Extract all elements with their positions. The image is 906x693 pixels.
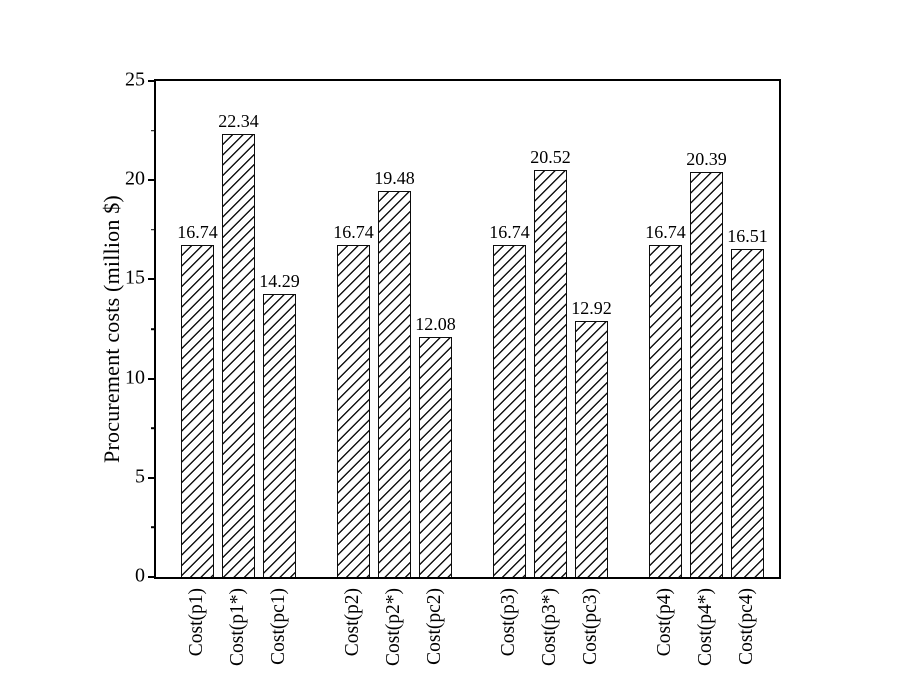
x-axis-tick-label: Cost(p3*)	[538, 588, 560, 666]
bar-value-label: 20.39	[686, 149, 727, 170]
bar-cost-p1-star	[222, 133, 255, 577]
y-axis-tick-label: 20	[125, 167, 145, 190]
y-axis-major-tick	[148, 278, 156, 281]
x-axis-tick-label: Cost(pc4)	[735, 588, 757, 665]
x-axis-tick-label: Cost(p4)	[653, 588, 675, 657]
y-axis-minor-tick	[151, 526, 156, 529]
bar-cost-p4	[649, 244, 682, 577]
bar-cost-pc1	[263, 293, 296, 577]
y-axis-minor-tick	[151, 129, 156, 132]
y-axis-tick-label: 10	[125, 366, 145, 389]
y-axis-tick-label: 0	[135, 564, 145, 587]
x-axis-tick-label: Cost(p1)	[185, 588, 207, 657]
bar-value-label: 19.48	[374, 167, 415, 188]
bar-value-label: 16.74	[177, 221, 218, 242]
bar-cost-p1	[181, 244, 214, 577]
y-axis-major-tick	[148, 377, 156, 380]
bar-value-label: 22.34	[218, 110, 259, 131]
bar-cost-p3	[493, 244, 526, 577]
bar-value-label: 20.52	[530, 146, 571, 167]
bar-value-label: 12.92	[571, 297, 612, 318]
x-axis-tick-label: Cost(pc1)	[267, 588, 289, 665]
y-axis-major-tick	[148, 179, 156, 182]
y-axis-label: Procurement costs (million $)	[99, 195, 124, 463]
bar-cost-pc4	[731, 249, 764, 577]
bar-cost-p2	[337, 244, 370, 577]
bar-cost-p3-star	[534, 169, 567, 577]
bar-value-label: 16.74	[333, 221, 374, 242]
y-axis-tick-label: 5	[135, 465, 145, 488]
x-axis-tick-label: Cost(pc3)	[579, 588, 601, 665]
bar-value-label: 16.74	[645, 221, 686, 242]
y-axis-tick-label: 25	[125, 68, 145, 91]
x-axis-tick-label: Cost(p4*)	[694, 588, 716, 666]
bar-cost-pc2	[419, 337, 452, 577]
x-axis-tick-label: Cost(p2)	[341, 588, 363, 657]
bar-value-label: 16.74	[489, 221, 530, 242]
y-axis-minor-tick	[151, 229, 156, 231]
plot-area: 0 5 10 15 20 25 16.74 Cost(p1) 22.34 Cost(p1*) 14.…	[125, 69, 781, 666]
bar-cost-p2-star	[378, 190, 411, 577]
y-axis-tick-label: 15	[125, 266, 145, 289]
y-axis-major-tick	[148, 80, 156, 82]
bar-cost-p4-star	[690, 172, 723, 577]
y-axis-major-tick	[148, 476, 156, 479]
y-axis-minor-tick	[151, 427, 156, 429]
bar-value-label: 16.51	[727, 226, 768, 247]
bar-value-label: 14.29	[259, 270, 300, 291]
bar-cost-pc3	[575, 320, 608, 577]
x-axis-tick-label: Cost(p2*)	[382, 588, 404, 666]
x-axis-tick-label: Cost(p1*)	[226, 588, 248, 666]
bar-value-label: 12.08	[415, 314, 456, 335]
x-axis-tick-label: Cost(p3)	[497, 588, 519, 657]
y-axis-major-tick	[148, 576, 156, 578]
x-axis-tick-label: Cost(pc2)	[423, 588, 445, 665]
y-axis-minor-tick	[151, 328, 156, 330]
